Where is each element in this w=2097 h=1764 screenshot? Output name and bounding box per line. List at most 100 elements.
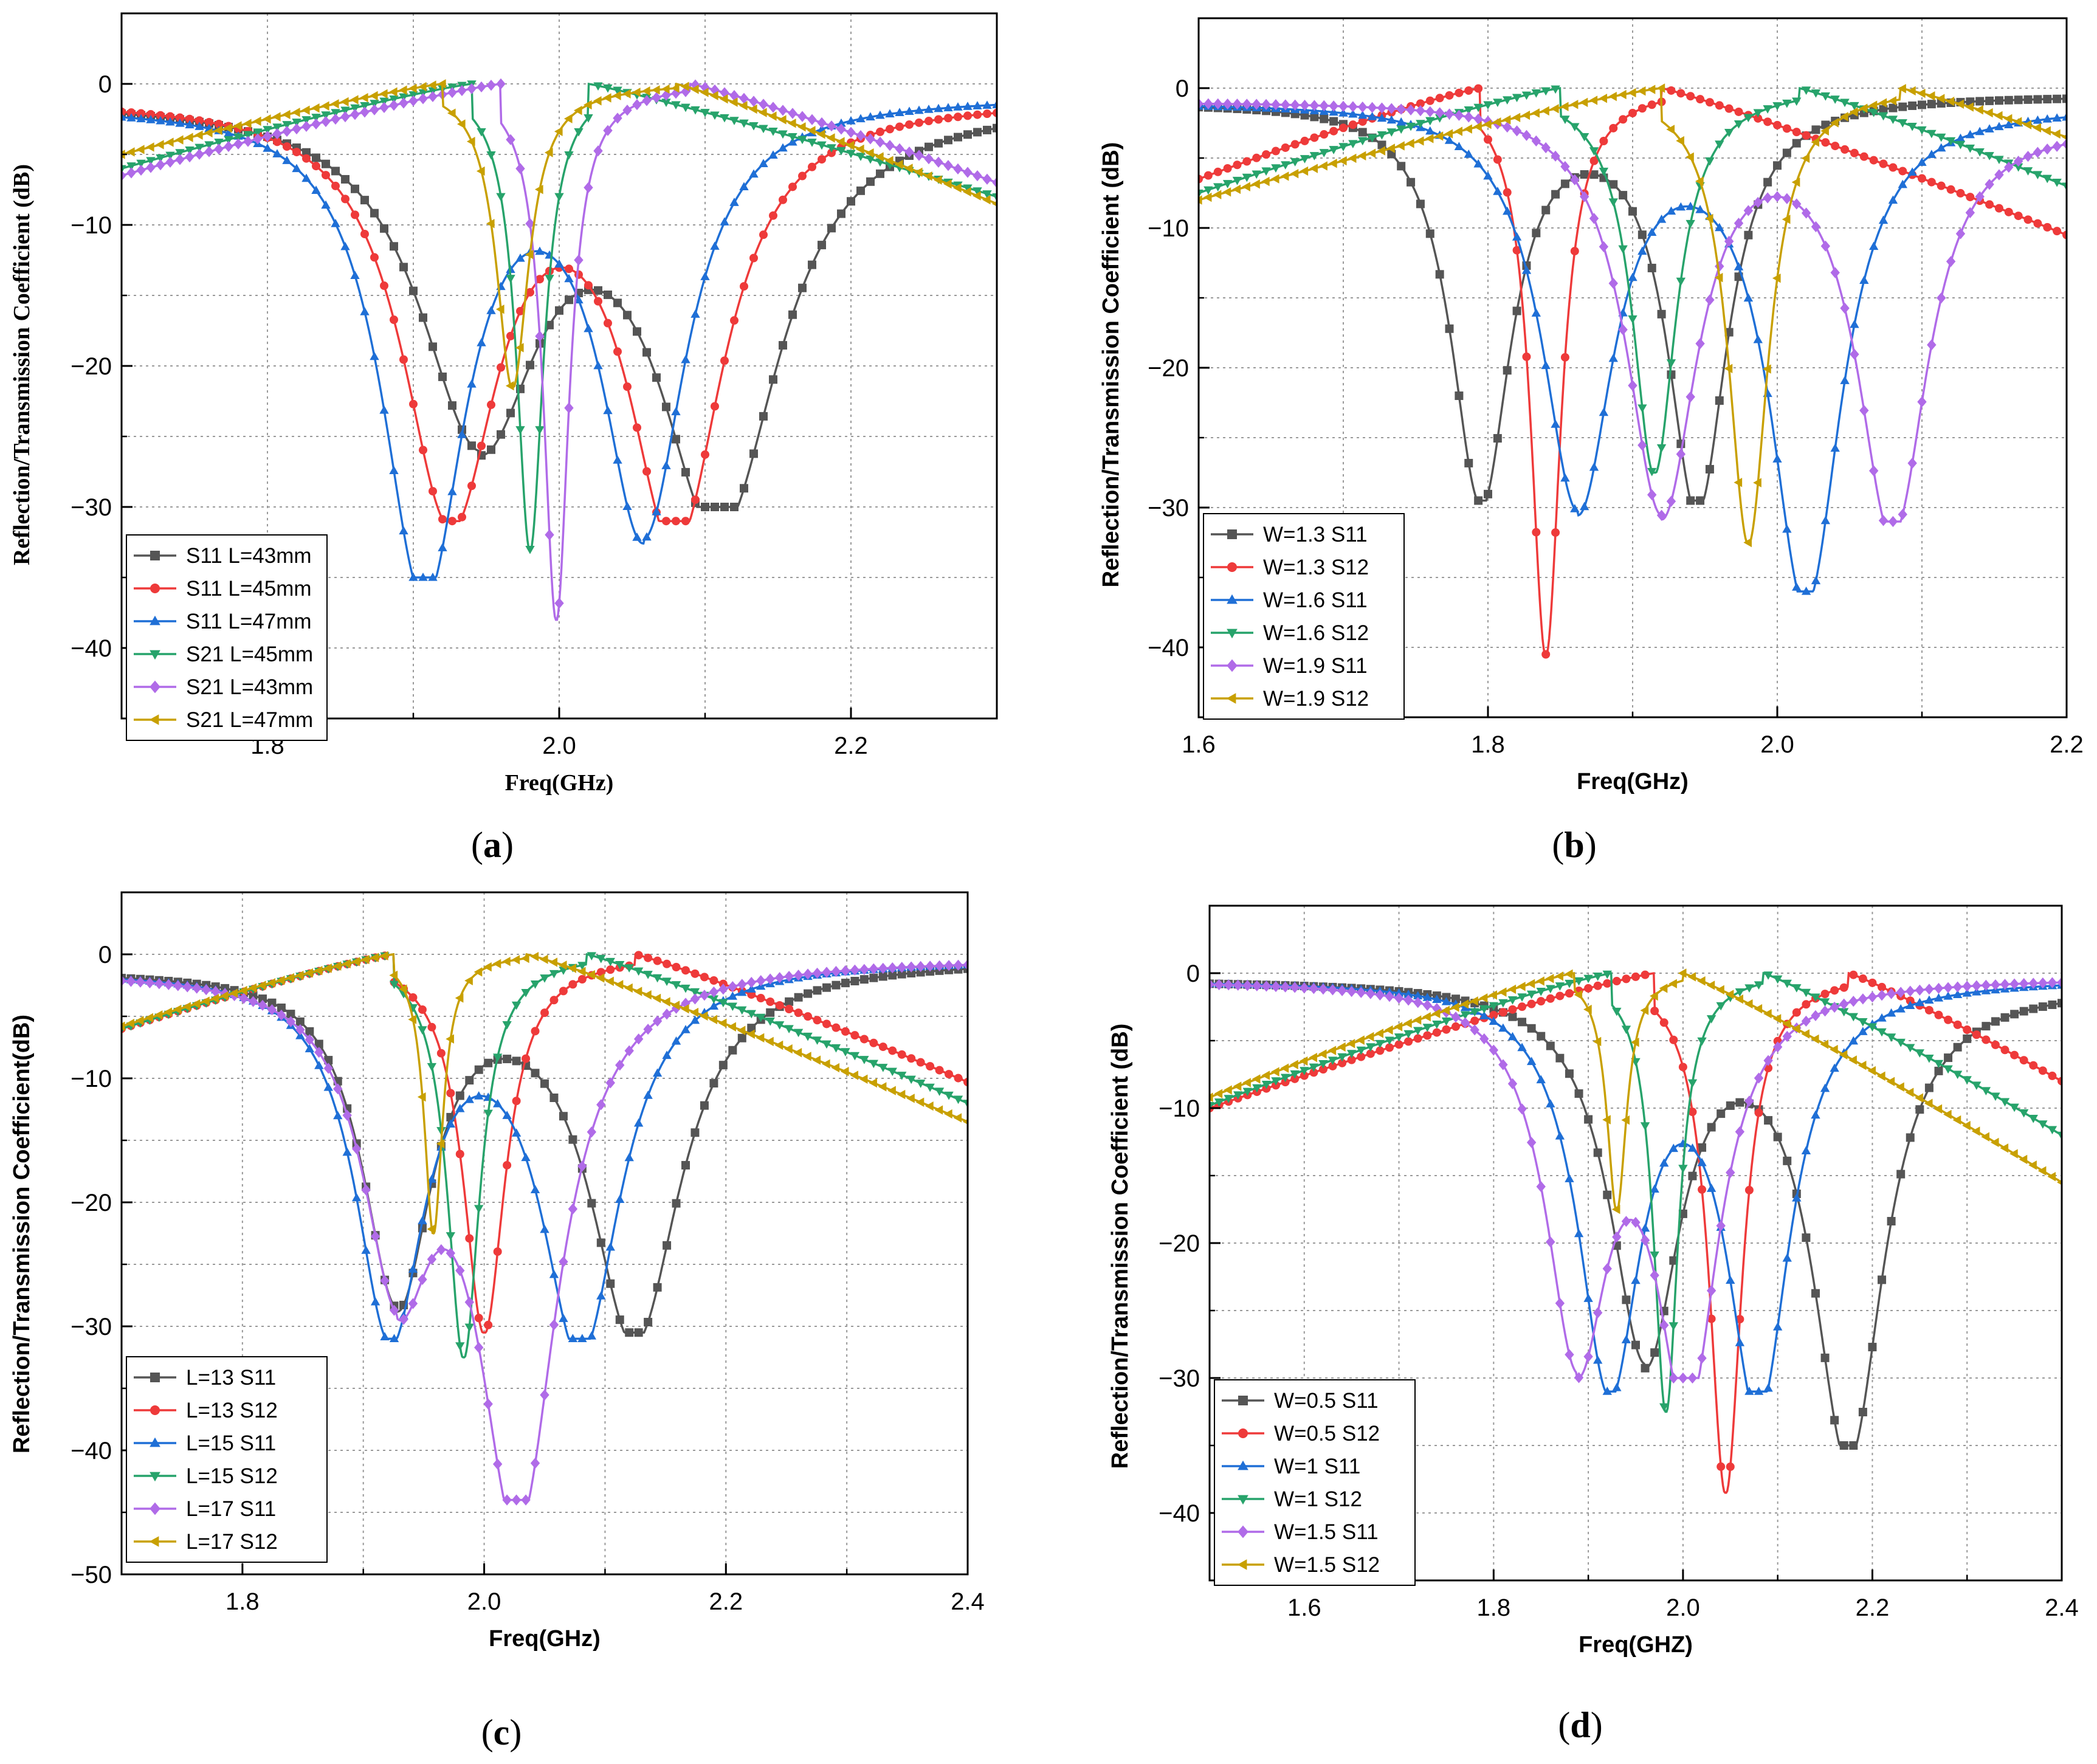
panel-d-xtick-label: 2.0 <box>1666 1594 1700 1621</box>
panel-b-series-4-point <box>1927 129 1937 139</box>
panel-b-series-2-point <box>1754 114 1763 123</box>
panel-b-series-1-point <box>1647 263 1656 272</box>
panel-a-series-5-point <box>564 402 574 414</box>
panel-b-series-4-point <box>1199 189 1203 198</box>
panel-b-series-5-point <box>1801 207 1811 219</box>
panel-b-legend-label: W=1.3 S12 <box>1263 556 1369 579</box>
panel-a-series-6-point <box>563 114 573 123</box>
panel-b-series-4-point <box>1840 98 1850 108</box>
panel-a-series-1-point <box>827 224 836 233</box>
panel-b-series-1-point <box>2033 95 2042 104</box>
panel-a-series-4-point <box>340 106 350 115</box>
panel-b-series-5-point <box>1386 103 1397 114</box>
panel-b-series-5-point <box>1965 207 1975 219</box>
panel-a-caption: (a) <box>471 825 514 865</box>
panel-d-legend-entry: W=0.5 S11 <box>1222 1389 1379 1413</box>
panel-a-series-2-point <box>672 517 680 526</box>
panel-d-series-3-point <box>1848 1036 1858 1045</box>
panel-a-series-4-point <box>593 82 603 91</box>
panel-b-series-3-point <box>1811 576 1821 585</box>
panel-b-series-4-point <box>1396 125 1406 134</box>
panel-d-series-5-point <box>2000 979 2010 990</box>
panel-a-series-6-point <box>670 83 680 93</box>
panel-a-series-4-point <box>545 275 554 283</box>
panel-c-series-1-point <box>503 1055 512 1064</box>
panel-a-series-4-point <box>282 121 292 129</box>
panel-c-series-1-point <box>728 1046 737 1055</box>
panel-c-series-4-point <box>784 1025 794 1034</box>
panel-a-series-2-point <box>934 115 943 124</box>
panel-a-series-5-point <box>768 102 778 113</box>
panel-c-series-4-point <box>897 1072 907 1080</box>
panel-d-series-2-point <box>1565 989 1574 998</box>
panel-a-series-2-point <box>691 495 700 505</box>
panel-d-series-2-point <box>1584 984 1593 993</box>
panel-b-series-6-point <box>1878 98 1887 108</box>
panel-b-series-6-point <box>1444 129 1453 139</box>
panel-c-series-4-point <box>944 1091 954 1100</box>
panel-b-series-1-point <box>1705 464 1714 474</box>
panel-b-series-4-point <box>1743 114 1754 123</box>
panel-d-series-3-point <box>1432 994 1442 1003</box>
panel-a-xlabel: Freq(GHz) <box>505 770 614 796</box>
panel-b-series-6-point <box>1859 103 1868 113</box>
panel-d-series-1-point <box>1924 1083 1933 1092</box>
panel-c-series-2-point <box>897 1050 906 1059</box>
panel-c-series-3-point <box>643 1090 653 1099</box>
panel-c-series-5-point <box>709 986 719 998</box>
panel-a-series-1-point <box>798 283 807 292</box>
panel-a-series-3-point <box>992 100 997 109</box>
panel-d-legend-marker <box>1238 1495 1248 1505</box>
panel-d-series-3-point <box>1858 1027 1868 1035</box>
panel-b-series-1-point <box>2004 95 2013 105</box>
panel-b-series-6-point <box>1926 91 1935 101</box>
panel-c-legend-label: L=15 S11 <box>186 1432 276 1455</box>
panel-a-series-4-point <box>515 426 525 435</box>
panel-c-series-5-point <box>192 982 202 994</box>
panel-c-series-4-point <box>540 974 549 983</box>
panel-b-series-3-point <box>1868 241 1879 250</box>
panel-a-series-4-point <box>778 130 788 139</box>
panel-c-series-4-point <box>737 1006 747 1015</box>
panel-b-series-1-point <box>1696 496 1705 505</box>
panel-d-series-5-point <box>1726 1166 1735 1179</box>
panel-d-series-6-point <box>1630 1037 1639 1047</box>
panel-a-series-4-point <box>360 102 370 111</box>
panel-b-series-4-point <box>1946 137 1956 146</box>
panel-a-series-6-point <box>379 89 388 99</box>
panel-a-series-3-point <box>282 156 292 164</box>
panel-c-series-4-point <box>793 1028 804 1038</box>
panel-a-series-4-point <box>759 125 768 134</box>
panel-c-series-5-point <box>737 979 747 990</box>
panel-d-series-1-point <box>1982 1022 1991 1031</box>
panel-b-series-6-point <box>1386 143 1395 153</box>
panel-d-series-3-point <box>1507 1032 1518 1041</box>
panel-b-series-2-point <box>1667 86 1676 95</box>
panel-d-series-4-point <box>1650 1251 1659 1260</box>
panel-b-series-4-point <box>1628 315 1637 324</box>
panel-d-series-1-point <box>1953 1042 1962 1052</box>
panel-b-series-4-point <box>1338 143 1348 151</box>
panel-b-series-1-point <box>1657 309 1666 319</box>
panel-d-series-6-point <box>1309 1053 1317 1063</box>
panel-d-series-4-point <box>1422 1024 1432 1032</box>
panel-d-series-3-point <box>1906 1001 1915 1010</box>
panel-c-series-3-point <box>671 1036 681 1045</box>
panel-c-series-5-point <box>305 1034 315 1046</box>
panel-c-series-6-point <box>427 1224 435 1234</box>
panel-a-series-3-point <box>122 112 126 121</box>
panel-d-series-5-point <box>1555 1297 1565 1309</box>
panel-d-series-6-point <box>1498 987 1507 997</box>
panel-c-legend-label: L=17 S11 <box>186 1497 276 1521</box>
panel-a-series-1-point <box>983 125 991 134</box>
panel-b-series-3-point <box>1473 159 1483 168</box>
panel-b-series-6-point <box>1521 110 1531 120</box>
panel-c-series-1-point <box>606 1279 615 1288</box>
panel-b-series-3-point <box>1377 113 1387 122</box>
panel-b-series-1-point <box>1503 366 1512 375</box>
panel-c-legend-marker <box>150 1437 160 1447</box>
panel-c-series-5-point <box>756 975 766 987</box>
panel-b-series-6-point <box>1820 126 1829 136</box>
panel-b-series-2-point <box>1233 160 1242 170</box>
panel-a-legend-entry: S21 L=43mm <box>134 675 313 699</box>
